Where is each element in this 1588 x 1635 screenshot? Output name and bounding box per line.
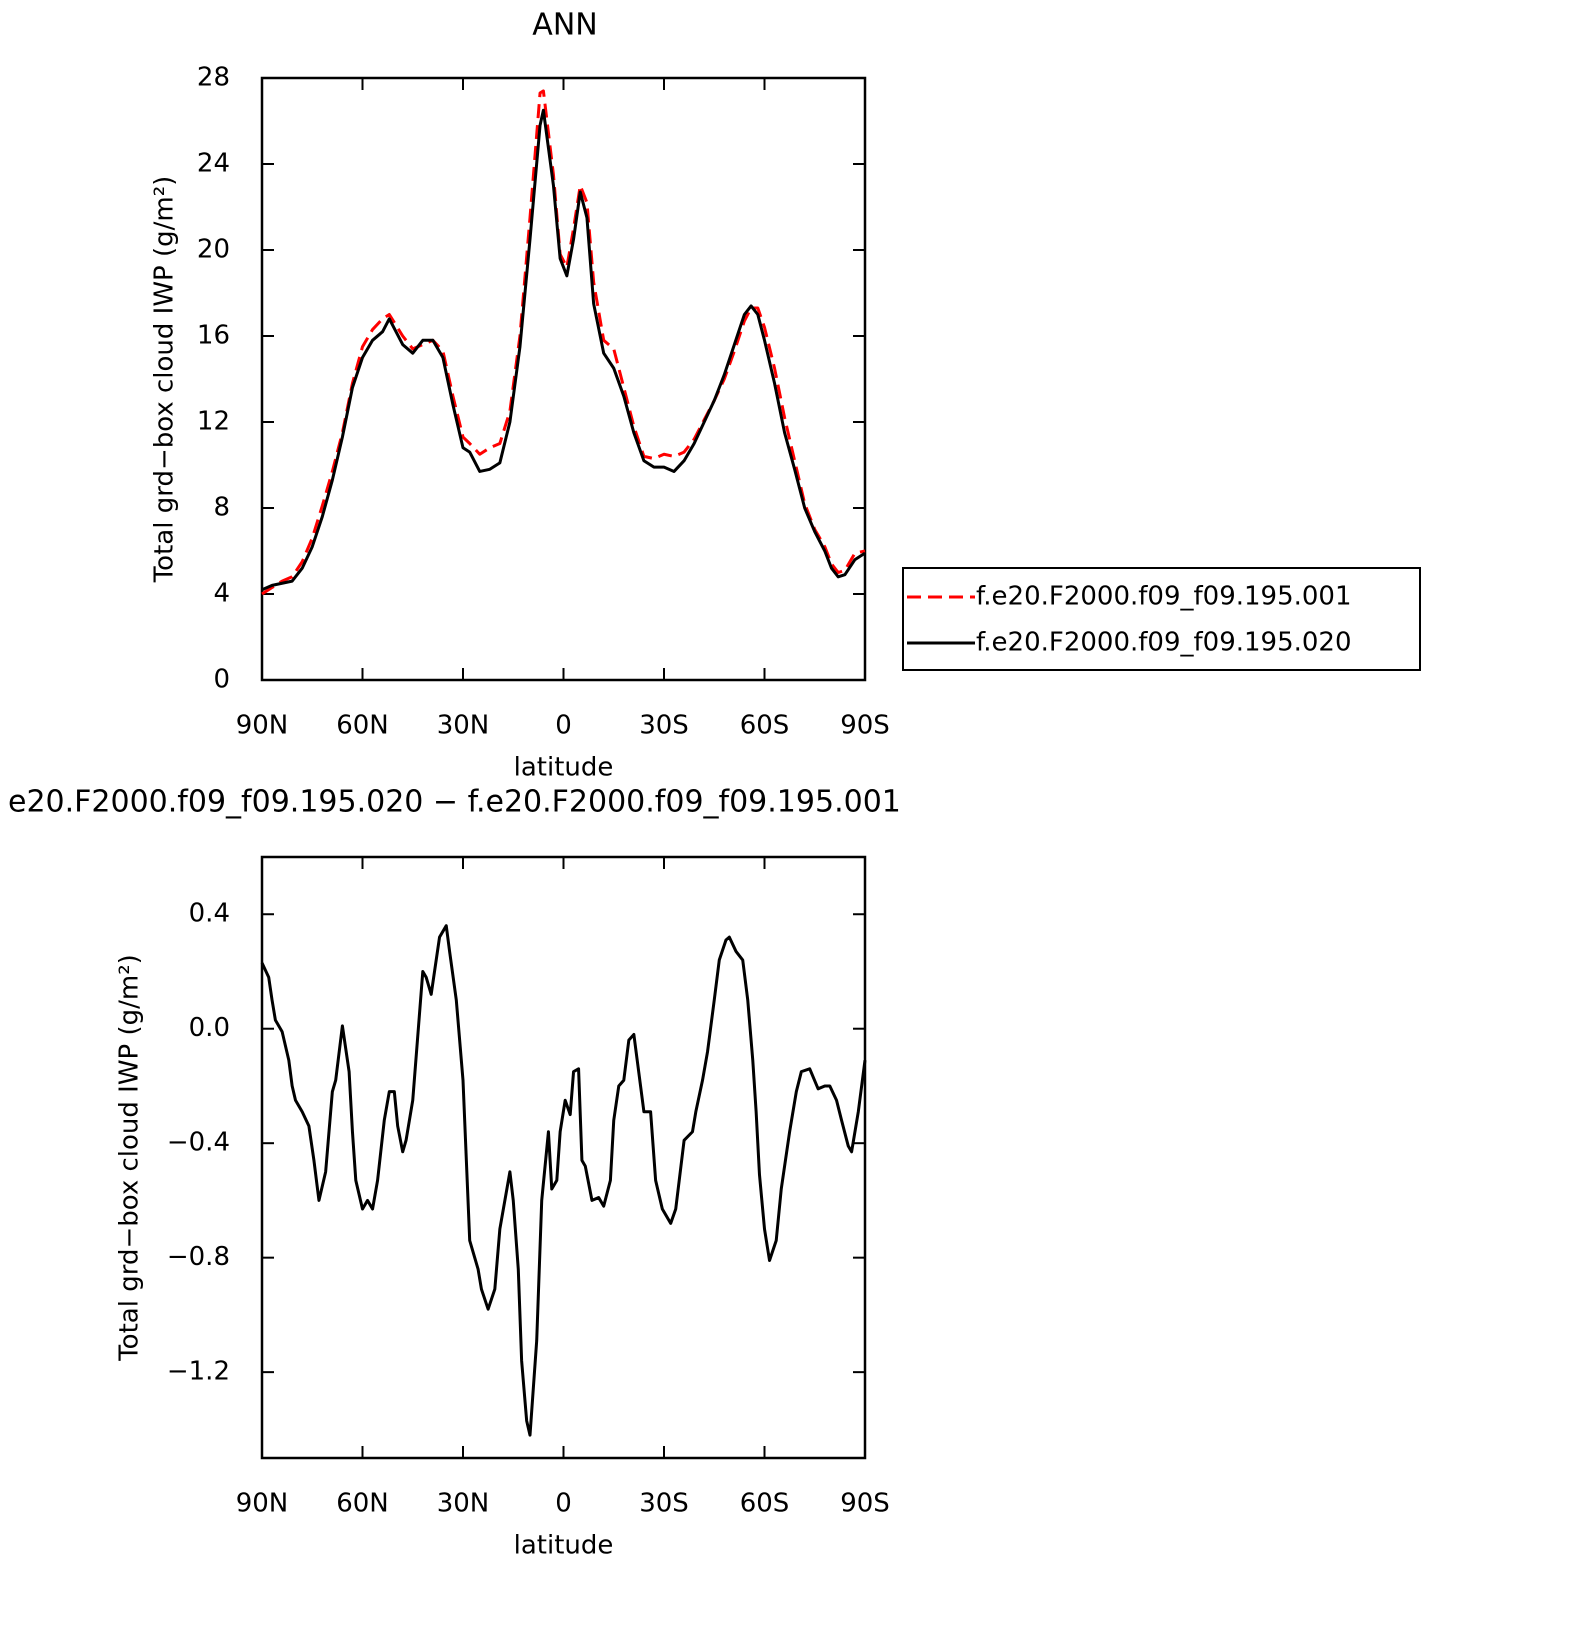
y-tick-label: −0.8 (167, 1242, 230, 1272)
legend-box (902, 567, 1421, 671)
x-axis-label: latitude (514, 753, 614, 783)
y-tick-label: 0 (213, 665, 230, 695)
x-tick-label: 60S (740, 1489, 790, 1519)
y-axis-label: Total grd−box cloud IWP (g/m²) (150, 176, 180, 584)
x-tick-label: 30S (639, 1489, 689, 1519)
x-tick-label: 30N (437, 711, 490, 741)
legend-label: f.e20.F2000.f09_f09.195.001 (976, 582, 1352, 612)
y-tick-label: 8 (213, 493, 230, 523)
y-tick-label: 28 (197, 63, 230, 93)
x-tick-label: 90N (236, 1489, 289, 1519)
y-axis-label: Total grd−box cloud IWP (g/m²) (115, 954, 145, 1362)
x-tick-label: 90S (840, 1489, 890, 1519)
x-tick-label: 60N (336, 1489, 389, 1519)
y-tick-label: 0.0 (189, 1013, 230, 1043)
x-tick-label: 90S (840, 711, 890, 741)
y-tick-label: −0.4 (167, 1128, 230, 1158)
y-tick-label: 0.4 (189, 899, 230, 929)
y-tick-label: 16 (197, 321, 230, 351)
x-tick-label: 0 (555, 1489, 572, 1519)
series-line (261, 89, 866, 596)
chart-title: ANN (532, 8, 597, 43)
series-line (261, 108, 866, 592)
plot-frame (260, 855, 867, 1460)
x-tick-label: 30S (639, 711, 689, 741)
y-tick-label: 20 (197, 235, 230, 265)
x-tick-label: 60N (336, 711, 389, 741)
y-tick-label: 4 (213, 579, 230, 609)
x-tick-label: 60S (740, 711, 790, 741)
y-tick-label: 24 (197, 149, 230, 179)
x-tick-label: 30N (437, 1489, 490, 1519)
y-tick-label: −1.2 (167, 1357, 230, 1387)
series-line (260, 924, 867, 1437)
legend-label: f.e20.F2000.f09_f09.195.020 (976, 628, 1352, 658)
y-tick-label: 12 (197, 407, 230, 437)
x-tick-label: 0 (555, 711, 572, 741)
x-tick-label: 90N (236, 711, 289, 741)
chart-title: e20.F2000.f09_f09.195.020 − f.e20.F2000.… (8, 785, 901, 820)
x-axis-label: latitude (514, 1531, 614, 1561)
